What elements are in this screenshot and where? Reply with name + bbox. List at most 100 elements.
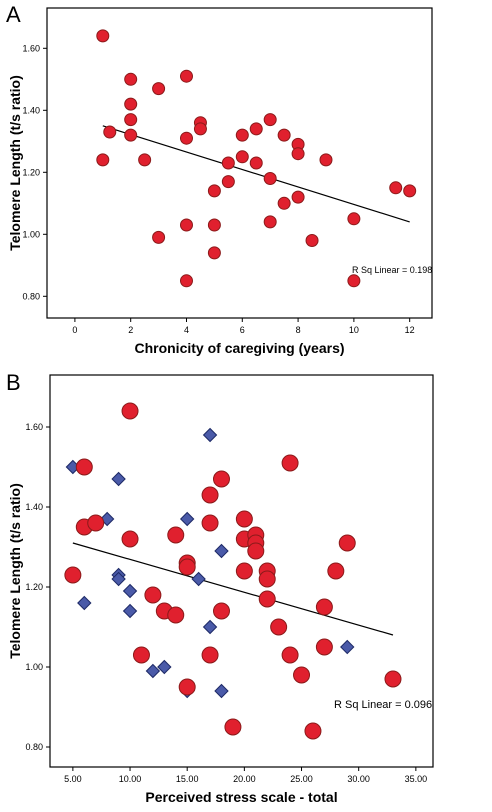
data-point-circle — [75, 458, 93, 476]
data-point-circle — [201, 514, 219, 532]
y-axis-label: Telomere Length (t/s ratio) — [7, 483, 23, 659]
data-point-circle — [152, 82, 166, 96]
data-point-circle — [270, 618, 288, 636]
data-point-circle — [179, 131, 193, 145]
data-point-circle — [221, 156, 235, 170]
data-point-circle — [124, 128, 138, 142]
data-point-diamond — [340, 639, 355, 655]
x-tick-label: 30.00 — [347, 774, 370, 784]
y-tick-label: 1.20 — [22, 167, 40, 177]
data-point-circle — [132, 646, 150, 664]
data-point-circle — [249, 122, 263, 136]
x-tick-label: 8 — [296, 325, 301, 335]
data-point-circle — [347, 212, 361, 226]
r-squared-annotation: R Sq Linear = 0.096 — [334, 699, 432, 711]
data-point-diamond — [111, 571, 126, 587]
data-point-circle — [179, 274, 193, 288]
x-axis-label: Chronicity of caregiving (years) — [134, 340, 344, 356]
data-point-circle — [121, 530, 139, 548]
data-point-circle — [315, 598, 333, 616]
data-point-circle — [304, 722, 322, 740]
r-squared-annotation: R Sq Linear = 0.198 — [352, 265, 432, 275]
data-point-circle — [277, 196, 291, 210]
data-point-circle — [327, 562, 345, 580]
data-point-diamond — [145, 663, 161, 679]
data-point-circle — [338, 534, 356, 552]
y-tick-label: 0.80 — [22, 291, 40, 301]
y-tick-label: 1.40 — [22, 105, 40, 115]
data-point-diamond — [214, 683, 229, 699]
data-point-circle — [179, 218, 193, 232]
x-tick-label: 20.00 — [233, 774, 256, 784]
regression-line — [102, 125, 410, 223]
data-point-circle — [179, 69, 193, 83]
data-point-circle — [235, 562, 253, 580]
data-point-circle — [144, 586, 162, 604]
data-point-diamond — [214, 543, 229, 559]
data-point-circle — [235, 128, 249, 142]
data-point-circle — [249, 156, 263, 170]
data-point-diamond — [191, 571, 206, 587]
data-point-circle — [403, 184, 417, 198]
data-point-circle — [263, 215, 277, 229]
data-point-circle — [207, 218, 221, 232]
data-point-circle — [277, 128, 291, 142]
y-tick-label: 1.00 — [22, 229, 40, 239]
data-point-circle — [212, 602, 230, 620]
data-point-circle — [96, 29, 110, 43]
data-point-circle — [207, 246, 221, 260]
x-tick-label: 10.00 — [119, 774, 142, 784]
data-point-diamond — [122, 603, 138, 619]
y-tick-label: 1.60 — [22, 43, 40, 53]
data-point-circle — [315, 638, 333, 656]
data-point-circle — [247, 542, 265, 560]
data-point-circle — [281, 646, 299, 664]
data-point-circle — [293, 666, 311, 684]
x-tick-label: 4 — [184, 325, 189, 335]
data-point-diamond — [202, 427, 218, 443]
data-point-circle — [64, 566, 82, 584]
x-tick-label: 6 — [240, 325, 245, 335]
data-point-circle — [384, 670, 402, 688]
panel-a-label: A — [6, 2, 21, 27]
data-point-circle — [121, 402, 139, 420]
data-point-circle — [347, 274, 361, 288]
regression-line — [72, 542, 394, 636]
y-tick-label: 1.20 — [25, 582, 43, 592]
data-point-circle — [263, 113, 277, 127]
data-point-circle — [305, 234, 319, 247]
data-point-circle — [167, 606, 185, 624]
data-point-circle — [178, 678, 196, 696]
data-point-circle — [178, 558, 196, 576]
data-point-circle — [96, 153, 110, 167]
panel-b-label: B — [6, 370, 21, 395]
data-point-circle — [263, 172, 277, 185]
plot-frame — [46, 7, 433, 319]
y-tick-label: 1.00 — [25, 662, 43, 672]
data-point-circle — [221, 175, 235, 189]
data-point-circle — [138, 153, 152, 167]
data-point-circle — [291, 190, 305, 204]
data-point-circle — [193, 122, 207, 136]
x-tick-label: 25.00 — [290, 774, 313, 784]
x-tick-label: 35.00 — [405, 774, 428, 784]
data-point-circle — [258, 590, 276, 608]
data-point-circle — [201, 486, 219, 504]
data-point-circle — [87, 514, 105, 532]
data-point-diamond — [157, 659, 172, 675]
data-point-circle — [103, 125, 117, 139]
data-point-circle — [167, 526, 185, 544]
data-point-circle — [258, 570, 276, 588]
x-tick-label: 15.00 — [176, 774, 199, 784]
data-point-diamond — [179, 511, 195, 527]
data-point-diamond — [77, 595, 92, 611]
data-point-circle — [389, 181, 403, 195]
data-point-circle — [124, 113, 138, 127]
y-axis-label: Telomere Length (t/s ratio) — [7, 75, 23, 251]
y-tick-label: 1.60 — [25, 422, 43, 432]
data-point-circle — [235, 510, 253, 528]
x-tick-label: 2 — [128, 325, 133, 335]
data-point-diamond — [202, 619, 218, 635]
x-axis-label: Perceived stress scale - total — [145, 789, 337, 805]
